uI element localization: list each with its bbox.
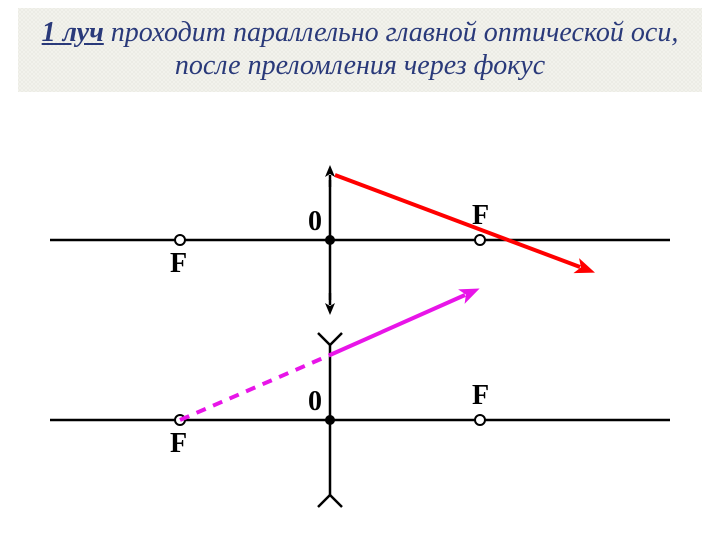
svg-text:0: 0 bbox=[308, 386, 322, 417]
svg-text:F: F bbox=[170, 248, 187, 279]
title-ray-label: 1 луч bbox=[42, 17, 104, 48]
optics-diagram: 0 F F 0 F F bbox=[50, 150, 670, 535]
title-rest: проходит параллельно главной оптической … bbox=[104, 17, 679, 81]
svg-text:F: F bbox=[472, 200, 489, 231]
diagram-svg: 0 F F 0 F F bbox=[50, 150, 670, 530]
title-bar: 1 луч проходит параллельно главной оптич… bbox=[18, 8, 702, 92]
svg-text:F: F bbox=[472, 380, 489, 411]
svg-text:0: 0 bbox=[308, 206, 322, 237]
svg-text:F: F bbox=[170, 428, 187, 459]
